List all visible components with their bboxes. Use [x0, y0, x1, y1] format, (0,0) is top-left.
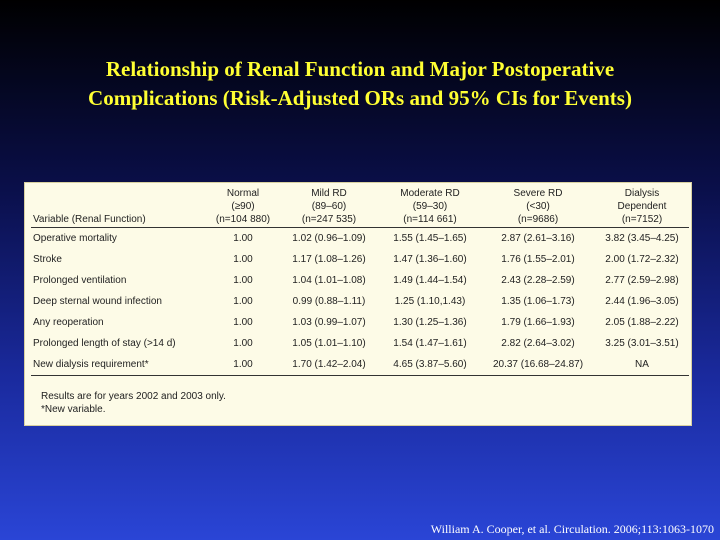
column-header: Dialysis Dependent (n=7152): [595, 187, 689, 228]
column-header-line: (n=104 880): [215, 214, 271, 225]
table-cell: 1.00: [233, 275, 253, 286]
slide-title-line-2: Complications (Risk-Adjusted ORs and 95%…: [88, 86, 632, 110]
table-cell: 1.70 (1.42–2.04): [292, 359, 366, 370]
header-row: Variable (Renal Function) Normal (≥90) (n=1…: [31, 187, 689, 228]
table-row: Prolonged ventilation 1.00 1.04 (1.01–1.08…: [31, 270, 689, 291]
column-header-line: Severe RD: [513, 188, 563, 199]
table-cell: 1.00: [233, 233, 253, 244]
table-cell: 1.00: [233, 359, 253, 370]
table-cell: 0.99 (0.88–1.11): [292, 296, 366, 307]
table-cell: 2.43 (2.28–2.59): [501, 275, 575, 286]
table-row: New dialysis requirement* 1.00 1.70 (1.42–…: [31, 354, 689, 376]
table-row: Deep sternal wound infection 1.00 0.99 (0.…: [31, 291, 689, 312]
table-cell: 1.49 (1.44–1.54): [393, 275, 467, 286]
table-cell: 2.87 (2.61–3.16): [501, 233, 575, 244]
table-header: Variable (Renal Function) Normal (≥90) (n=1…: [31, 187, 689, 228]
table-cell: NA: [635, 359, 649, 370]
table-notes: Results are for years 2002 and 2003 only…: [41, 390, 226, 416]
column-header: Moderate RD (59–30) (n=114 661): [379, 187, 481, 228]
results-table-panel: Variable (Renal Function) Normal (≥90) (n=1…: [24, 182, 692, 426]
results-table: Variable (Renal Function) Normal (≥90) (n=1…: [31, 187, 689, 376]
table-cell: 20.37 (16.68–24.87): [492, 359, 584, 370]
table-cell: 2.00 (1.72–2.32): [605, 254, 679, 265]
table-cell: 1.00: [233, 254, 253, 265]
citation: William A. Cooper, et al. Circulation. 2…: [430, 522, 714, 536]
row-label: Deep sternal wound infection: [33, 296, 162, 307]
table-note: *New variable.: [41, 404, 106, 415]
column-header-line: Variable (Renal Function): [33, 214, 146, 225]
table-row: Prolonged length of stay (>14 d) 1.00 1.05…: [31, 333, 689, 354]
row-label: New dialysis requirement*: [33, 359, 149, 370]
column-header-line: (n=247 535): [301, 214, 357, 225]
table-cell: 1.17 (1.08–1.26): [292, 254, 366, 265]
slide-title: Relationship of Renal Function and Major…: [0, 55, 720, 113]
column-header-line: (n=114 661): [403, 214, 457, 225]
column-header: Normal (≥90) (n=104 880): [207, 187, 279, 228]
table-cell: 1.04 (1.01–1.08): [292, 275, 366, 286]
column-header-line: [33, 200, 205, 213]
table-cell: 1.25 (1.10,1.43): [394, 296, 466, 307]
column-header-line: Dependent: [617, 201, 667, 212]
table-cell: 1.00: [233, 296, 253, 307]
table-cell: 1.55 (1.45–1.65): [393, 233, 467, 244]
column-header-line: (n=7152): [621, 214, 663, 225]
column-header-line: [33, 187, 205, 200]
table-cell: 2.82 (2.64–3.02): [501, 338, 575, 349]
column-header-line: Moderate RD: [400, 188, 460, 199]
slide-title-line-1: Relationship of Renal Function and Major…: [105, 57, 615, 81]
table-body: Operative mortality 1.00 1.02 (0.96–1.09) 1…: [31, 228, 689, 376]
table-cell: 1.30 (1.25–1.36): [393, 317, 467, 328]
table-note: Results are for years 2002 and 2003 only…: [41, 391, 226, 402]
table-cell: 1.03 (0.99–1.07): [292, 317, 366, 328]
table-cell: 2.05 (1.88–2.22): [605, 317, 679, 328]
table-row: Operative mortality 1.00 1.02 (0.96–1.09) 1…: [31, 228, 689, 250]
table-cell: 1.35 (1.06–1.73): [501, 296, 575, 307]
table-cell: 2.77 (2.59–2.98): [605, 275, 679, 286]
row-label: Stroke: [33, 254, 62, 265]
table-cell: 1.76 (1.55–2.01): [501, 254, 575, 265]
table-cell: 1.00: [233, 317, 253, 328]
column-header-line: (≥90): [231, 201, 255, 212]
table-cell: 3.82 (3.45–4.25): [605, 233, 679, 244]
column-header-line: Dialysis: [624, 188, 660, 199]
column-header: Mild RD (89–60) (n=247 535): [279, 187, 379, 228]
table-cell: 1.05 (1.01–1.10): [292, 338, 366, 349]
column-header-line: (59–30): [412, 201, 448, 212]
column-header-line: (<30): [526, 201, 550, 212]
table-cell: 1.00: [233, 338, 253, 349]
column-header-line: (89–60): [311, 201, 347, 212]
row-label: Prolonged length of stay (>14 d): [33, 338, 176, 349]
column-header-line: Mild RD: [311, 188, 347, 199]
column-header-line: Normal: [226, 188, 260, 199]
column-header-line: (n=9686): [517, 214, 559, 225]
row-label: Prolonged ventilation: [33, 275, 127, 286]
table-cell: 2.44 (1.96–3.05): [605, 296, 679, 307]
table-row: Any reoperation 1.00 1.03 (0.99–1.07) 1.30 …: [31, 312, 689, 333]
column-header: Variable (Renal Function): [31, 187, 207, 228]
table-cell: 4.65 (3.87–5.60): [393, 359, 467, 370]
table-cell: 1.02 (0.96–1.09): [292, 233, 366, 244]
row-label: Operative mortality: [33, 233, 117, 244]
row-label: Any reoperation: [33, 317, 104, 328]
table-row: Stroke 1.00 1.17 (1.08–1.26) 1.47 (1.36–1.6…: [31, 249, 689, 270]
table-cell: 1.47 (1.36–1.60): [393, 254, 467, 265]
table-cell: 1.79 (1.66–1.93): [501, 317, 575, 328]
table-cell: 1.54 (1.47–1.61): [393, 338, 467, 349]
column-header: Severe RD (<30) (n=9686): [481, 187, 595, 228]
table-cell: 3.25 (3.01–3.51): [605, 338, 679, 349]
